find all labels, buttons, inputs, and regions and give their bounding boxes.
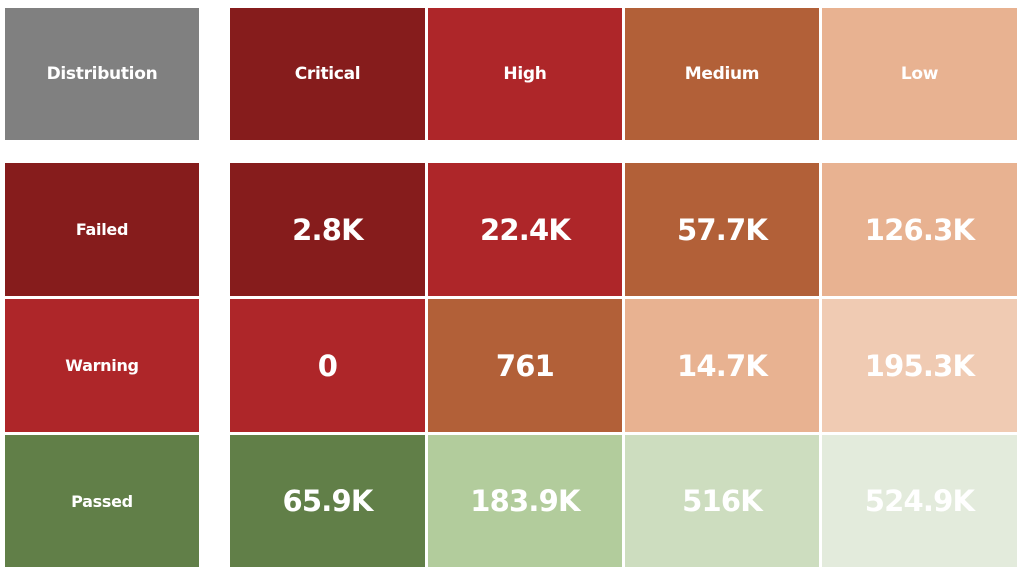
column-header-low: Low (822, 8, 1017, 140)
column-label: Medium (684, 64, 760, 84)
heatmap-cell: 183.9K (428, 435, 622, 567)
heatmap-cell: 126.3K (822, 163, 1017, 296)
row-header-warning: Warning (5, 299, 199, 432)
heatmap-cell: 0 (230, 299, 425, 432)
column-label: Critical (294, 64, 361, 84)
column-header-critical: Critical (230, 8, 425, 140)
cell-value: 65.9K (282, 484, 373, 518)
row-label: Warning (65, 356, 139, 375)
heatmap-cell: 57.7K (625, 163, 819, 296)
cell-value: 126.3K (864, 212, 975, 247)
column-header-high: High (428, 8, 622, 140)
row-label: Passed (71, 491, 133, 511)
heatmap-cell: 14.7K (625, 299, 819, 432)
cell-value: 195.3K (864, 348, 975, 383)
column-label: Low (900, 64, 939, 84)
column-header-medium: Medium (625, 8, 819, 140)
row-label: Failed (75, 220, 129, 239)
heatmap-cell: 22.4K (428, 163, 622, 296)
corner-label: Distribution (46, 64, 158, 84)
cell-value: 14.7K (676, 348, 768, 383)
cell-value: 524.9K (864, 484, 975, 518)
cell-value: 183.9K (470, 484, 580, 518)
row-header-failed: Failed (5, 163, 199, 296)
cell-value: 0 (317, 348, 338, 383)
corner-header: Distribution (5, 8, 199, 140)
row-header-passed: Passed (5, 435, 199, 567)
heatmap-cell: 2.8K (230, 163, 425, 296)
heatmap-cell: 516K (625, 435, 819, 567)
heatmap-cell: 195.3K (822, 299, 1017, 432)
cell-value: 22.4K (479, 212, 571, 247)
cell-value: 2.8K (292, 212, 363, 247)
heatmap-cell: 65.9K (230, 435, 425, 567)
column-label: High (503, 64, 547, 84)
heatmap-cell: 524.9K (822, 435, 1017, 567)
cell-value: 516K (682, 484, 763, 518)
cell-value: 57.7K (676, 212, 768, 247)
cell-value: 761 (495, 348, 555, 383)
heatmap-cell: 761 (428, 299, 622, 432)
